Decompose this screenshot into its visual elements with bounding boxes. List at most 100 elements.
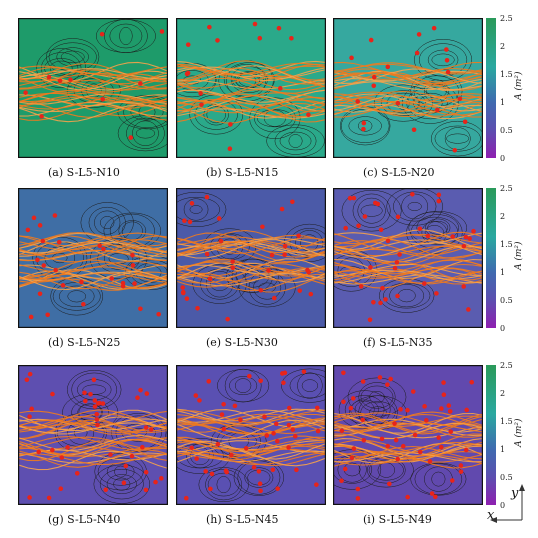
streamline xyxy=(333,68,483,84)
sample-point xyxy=(361,437,367,443)
sample-point xyxy=(256,469,262,474)
streamline xyxy=(176,409,326,428)
sample-point xyxy=(341,370,346,376)
colorbar-label-bottom: A (m²) xyxy=(514,418,524,447)
sample-point xyxy=(339,478,344,484)
streamline xyxy=(333,414,483,435)
streamline xyxy=(333,80,483,91)
sample-point xyxy=(385,382,390,387)
colorbar-tick: 0.5 xyxy=(500,126,513,135)
panel-caption-c: (c) S-L5-N20 xyxy=(363,166,435,179)
sample-point xyxy=(94,417,100,422)
sample-point xyxy=(199,102,204,107)
panel-frame xyxy=(18,365,168,505)
contour-line xyxy=(229,376,258,395)
sample-point xyxy=(120,283,126,289)
contour-line xyxy=(380,90,426,116)
contour-line xyxy=(367,456,406,484)
sample-point xyxy=(258,488,263,494)
streamline xyxy=(333,443,483,461)
sample-point xyxy=(159,29,165,34)
sample-point xyxy=(258,378,263,384)
sample-point xyxy=(277,86,283,91)
contour-line xyxy=(95,19,156,53)
colorbar-label-top: A (m²) xyxy=(514,71,524,100)
colorbar-tick: 0.5 xyxy=(500,296,513,305)
sample-point xyxy=(395,100,401,106)
colorbar-tick: 2 xyxy=(500,389,506,398)
streamline xyxy=(333,67,483,80)
contour-line xyxy=(446,133,470,144)
streamline xyxy=(18,69,168,89)
sample-point xyxy=(29,406,34,412)
panel-b xyxy=(176,18,326,158)
streamline xyxy=(176,102,326,123)
sample-point xyxy=(289,36,294,41)
streamline xyxy=(333,229,483,251)
sample-point xyxy=(247,373,252,379)
panel-caption-f: (f) S-L5-N35 xyxy=(363,336,433,349)
panel-caption-e: (e) S-L5-N30 xyxy=(206,336,278,349)
streamline xyxy=(333,412,483,434)
streamline xyxy=(176,273,326,292)
streamline xyxy=(176,67,326,85)
contour-line xyxy=(383,282,431,309)
colorbar-label-middle: A (m²) xyxy=(514,241,524,270)
contour-line xyxy=(288,134,303,148)
streamline xyxy=(333,78,483,91)
sample-point xyxy=(392,265,398,271)
contour-line xyxy=(216,476,231,494)
colorbar-tick: 2 xyxy=(500,212,506,221)
sample-point xyxy=(92,398,98,403)
contour-line xyxy=(358,120,373,132)
contour-line xyxy=(341,189,402,232)
streamline xyxy=(333,72,483,85)
streamline xyxy=(176,413,326,427)
streamline xyxy=(176,230,326,250)
sample-point xyxy=(128,135,134,140)
contour-line xyxy=(281,368,326,403)
sample-point xyxy=(358,284,364,289)
streamline xyxy=(18,96,168,107)
y-axis-label: y xyxy=(511,486,519,501)
sample-point xyxy=(392,421,397,426)
streamline xyxy=(18,413,168,429)
sample-point xyxy=(57,78,63,84)
contour-line xyxy=(444,127,471,150)
sample-point xyxy=(37,223,43,228)
contour-line xyxy=(82,384,106,395)
sample-point xyxy=(189,201,195,206)
sample-point xyxy=(349,455,355,461)
streamline xyxy=(176,74,326,89)
panel-caption-i: (i) S-L5-N49 xyxy=(363,513,432,526)
sample-point xyxy=(458,463,464,468)
streamline xyxy=(18,67,168,80)
streamline xyxy=(18,241,168,257)
sample-point xyxy=(393,437,399,443)
panel-caption-b: (b) S-L5-N15 xyxy=(206,166,279,179)
sample-point xyxy=(132,281,137,286)
streamline xyxy=(176,92,326,103)
sample-point xyxy=(446,403,452,408)
sample-point xyxy=(40,238,46,244)
colorbar-tick: 2.5 xyxy=(500,14,513,23)
panel-f xyxy=(333,188,483,328)
sample-point xyxy=(95,422,100,428)
sample-point xyxy=(153,479,158,485)
colorbar-tick: 1 xyxy=(500,268,506,277)
streamline xyxy=(18,439,168,455)
sample-point xyxy=(367,317,373,323)
sample-point xyxy=(368,265,373,270)
sample-point xyxy=(36,449,42,455)
sample-point xyxy=(215,441,221,447)
streamline xyxy=(176,421,326,434)
sample-point xyxy=(314,482,319,487)
sample-point xyxy=(95,401,101,406)
sample-point xyxy=(306,269,311,275)
sample-point xyxy=(216,216,222,221)
streamline xyxy=(176,65,326,75)
streamline xyxy=(333,238,483,260)
panel-e xyxy=(176,188,326,328)
sample-point xyxy=(53,267,58,273)
sample-point xyxy=(123,463,129,469)
